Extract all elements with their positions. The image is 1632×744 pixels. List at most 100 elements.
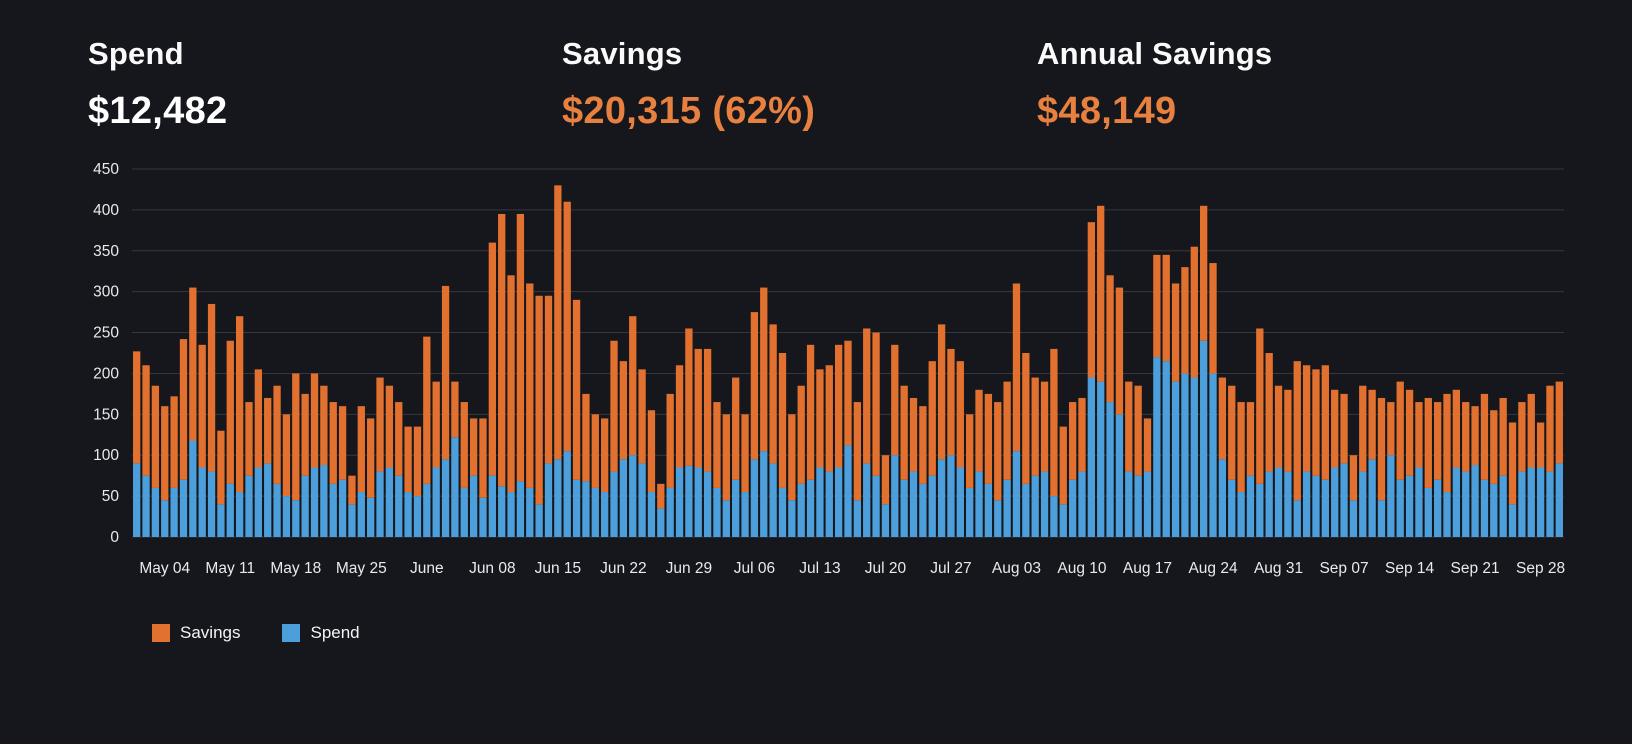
bar-spend[interactable] (1153, 357, 1161, 537)
bar-savings[interactable] (732, 377, 740, 480)
bar-spend[interactable] (703, 471, 712, 537)
bar-savings[interactable] (385, 385, 394, 468)
bar-spend[interactable] (507, 492, 515, 537)
bar-savings[interactable] (741, 414, 749, 493)
bar-spend[interactable] (863, 463, 871, 537)
bar-spend[interactable] (1134, 475, 1142, 537)
bar-spend[interactable] (741, 492, 749, 537)
bar-savings[interactable] (685, 328, 693, 466)
bar-savings[interactable] (909, 397, 918, 472)
bar-savings[interactable] (816, 369, 824, 468)
bar-savings[interactable] (881, 455, 890, 505)
bar-spend[interactable] (1200, 340, 1208, 537)
bar-savings[interactable] (1527, 393, 1535, 468)
bar-savings[interactable] (526, 283, 534, 488)
bar-savings[interactable] (1162, 254, 1170, 362)
bar-savings[interactable] (189, 287, 197, 441)
bar-spend[interactable] (254, 467, 263, 537)
bar-spend[interactable] (526, 487, 534, 537)
bar-spend[interactable] (1405, 475, 1414, 537)
bar-savings[interactable] (170, 396, 178, 488)
bar-spend[interactable] (1106, 402, 1114, 537)
bar-savings[interactable] (591, 414, 599, 488)
bar-savings[interactable] (535, 295, 543, 505)
bar-spend[interactable] (1125, 471, 1133, 537)
bar-spend[interactable] (816, 467, 824, 537)
bar-savings[interactable] (376, 377, 384, 472)
bar-savings[interactable] (928, 361, 936, 476)
bar-savings[interactable] (1555, 381, 1563, 464)
bar-savings[interactable] (488, 242, 496, 476)
bar-savings[interactable] (1443, 393, 1451, 493)
bar-spend[interactable] (881, 504, 890, 537)
bar-spend[interactable] (797, 483, 805, 537)
bar-spend[interactable] (1190, 377, 1198, 537)
bar-spend[interactable] (1284, 471, 1292, 537)
bar-savings[interactable] (1059, 426, 1067, 505)
bar-savings[interactable] (919, 406, 927, 484)
bar-savings[interactable] (750, 312, 759, 460)
bar-spend[interactable] (629, 455, 637, 537)
bar-savings[interactable] (563, 201, 571, 452)
bar-spend[interactable] (1218, 459, 1227, 537)
bar-spend[interactable] (498, 486, 506, 537)
bar-savings[interactable] (441, 285, 450, 460)
bar-savings[interactable] (675, 365, 684, 468)
bar-savings[interactable] (1480, 393, 1489, 480)
bar-spend[interactable] (1480, 479, 1489, 537)
bar-spend[interactable] (601, 492, 609, 537)
bar-spend[interactable] (1508, 504, 1517, 537)
bar-savings[interactable] (432, 381, 440, 468)
bar-savings[interactable] (1022, 353, 1030, 484)
bar-savings[interactable] (1405, 389, 1414, 476)
bar-savings[interactable] (834, 344, 843, 468)
bar-savings[interactable] (479, 418, 487, 498)
bar-savings[interactable] (310, 373, 319, 468)
bar-spend[interactable] (919, 483, 927, 537)
bar-savings[interactable] (1536, 422, 1545, 468)
bar-savings[interactable] (1321, 365, 1329, 480)
bar-savings[interactable] (133, 351, 141, 464)
bar-savings[interactable] (1349, 455, 1358, 501)
bar-savings[interactable] (1125, 381, 1133, 472)
bar-savings[interactable] (198, 344, 206, 468)
bar-spend[interactable] (685, 465, 693, 537)
bar-savings[interactable] (404, 426, 412, 493)
bar-savings[interactable] (666, 393, 674, 488)
bar-spend[interactable] (732, 479, 740, 537)
bar-savings[interactable] (937, 324, 946, 460)
bar-spend[interactable] (1162, 361, 1170, 537)
bar-savings[interactable] (844, 340, 852, 446)
bar-savings[interactable] (1284, 389, 1292, 472)
bar-savings[interactable] (1312, 369, 1320, 476)
bar-savings[interactable] (498, 213, 506, 487)
bar-savings[interactable] (245, 402, 253, 476)
bar-spend[interactable] (1078, 471, 1086, 537)
bar-spend[interactable] (694, 467, 702, 537)
bar-savings[interactable] (657, 483, 665, 509)
bar-savings[interactable] (966, 414, 974, 488)
bar-savings[interactable] (872, 332, 880, 476)
bar-savings[interactable] (638, 369, 646, 464)
bar-savings[interactable] (1190, 246, 1198, 378)
bar-savings[interactable] (1256, 328, 1264, 484)
bar-spend[interactable] (301, 475, 309, 537)
bar-savings[interactable] (853, 402, 862, 501)
bar-spend[interactable] (909, 471, 918, 537)
bar-spend[interactable] (750, 459, 759, 537)
bar-spend[interactable] (235, 492, 244, 537)
bar-savings[interactable] (217, 430, 225, 505)
bar-spend[interactable] (572, 479, 581, 537)
bar-savings[interactable] (1143, 418, 1152, 472)
bar-savings[interactable] (320, 385, 328, 466)
bar-spend[interactable] (1040, 471, 1049, 537)
bar-spend[interactable] (966, 487, 974, 537)
bar-spend[interactable] (1340, 463, 1348, 537)
bar-savings[interactable] (1003, 381, 1011, 480)
bar-savings[interactable] (722, 414, 730, 501)
bar-spend[interactable] (891, 455, 899, 537)
bar-spend[interactable] (1415, 467, 1423, 537)
bar-spend[interactable] (535, 504, 543, 537)
bar-spend[interactable] (1031, 475, 1039, 537)
bar-savings[interactable] (797, 385, 805, 484)
